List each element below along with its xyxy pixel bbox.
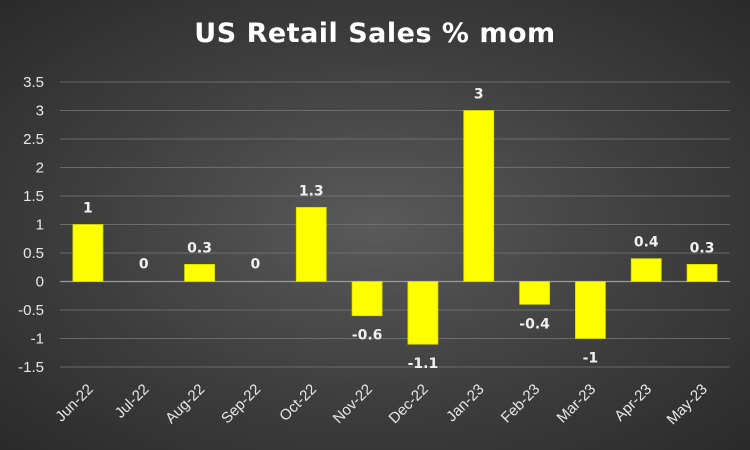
x-tick-label: Jun-22 (52, 381, 96, 425)
y-tick-label: 1.5 (23, 188, 44, 205)
bar-mar-23 (575, 281, 606, 339)
data-label: 1.3 (299, 183, 324, 199)
data-label: -1 (583, 351, 599, 367)
data-label: 0.4 (634, 235, 659, 251)
x-tick-label: Dec-22 (386, 381, 432, 427)
y-tick-label: 3.5 (23, 74, 44, 91)
data-label: 0 (251, 257, 261, 273)
y-tick-label: -1.5 (18, 359, 44, 376)
data-label: 3 (474, 87, 484, 103)
x-tick-label: Nov-22 (330, 381, 376, 427)
y-tick-label: 2.5 (23, 131, 44, 148)
bar-nov-22 (351, 281, 383, 317)
x-tick-label: Jan-23 (443, 381, 487, 425)
bar-jan-23 (463, 110, 495, 282)
y-tick-label: 2 (36, 160, 44, 177)
x-tick-label: Sep-22 (218, 381, 264, 427)
x-tick-label: May-23 (664, 381, 711, 428)
bar-dec-22 (407, 281, 439, 345)
data-label: -0.4 (519, 316, 550, 332)
y-tick-label: 0.5 (23, 245, 44, 262)
x-tick-label: Oct-22 (276, 381, 320, 425)
y-tick-label: 3 (36, 103, 44, 120)
data-label: 0.3 (690, 240, 715, 256)
bar-apr-23 (630, 258, 662, 282)
bar-jun-22 (72, 224, 104, 282)
data-label: 0.3 (187, 240, 212, 256)
data-label: -1.1 (408, 356, 439, 372)
y-tick-label: -0.5 (18, 302, 44, 319)
data-label: 1 (83, 201, 93, 217)
x-tick-label: Aug-22 (162, 381, 208, 427)
bar-may-23 (686, 263, 718, 282)
x-tick-label: Mar-23 (554, 381, 600, 427)
bar-aug-22 (184, 263, 215, 282)
x-tick-label: Jul-22 (112, 381, 153, 422)
y-tick-label: 1 (36, 217, 44, 234)
y-tick-label: 0 (36, 274, 44, 291)
x-tick-label: Feb-23 (498, 381, 544, 427)
data-label: 0 (139, 257, 149, 273)
x-tick-label: Apr-23 (611, 381, 655, 425)
y-tick-label: -1 (31, 331, 44, 348)
bar-oct-22 (295, 206, 327, 282)
bar-feb-23 (519, 281, 550, 305)
data-label: -0.6 (352, 328, 383, 344)
chart-title: US Retail Sales % mom (194, 18, 556, 49)
